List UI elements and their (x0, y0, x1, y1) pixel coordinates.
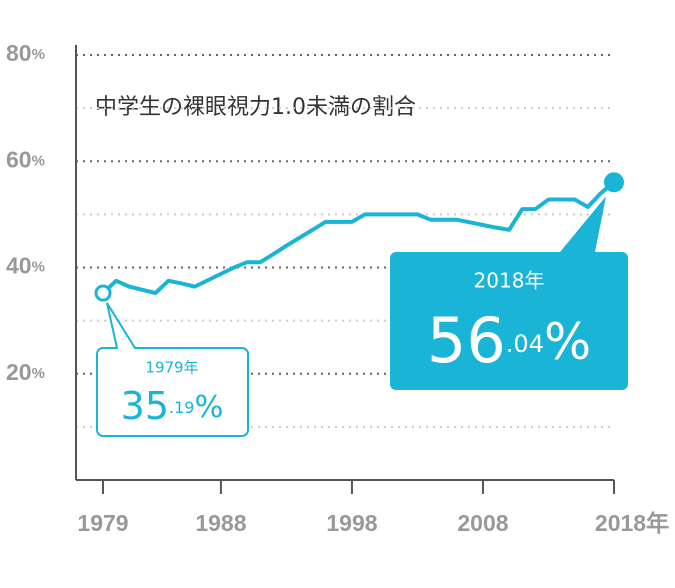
x-tick-label: 2008 (457, 510, 508, 536)
callout-box (96, 302, 249, 437)
callout-value: 56.04% (427, 304, 591, 377)
x-tick-label: 1979 (77, 510, 128, 536)
end-marker (604, 172, 624, 193)
callout-box (390, 196, 628, 390)
y-tick-label: 40% (6, 253, 45, 279)
y-tick-label: 20% (6, 359, 45, 385)
callout-year: 2018年 (474, 269, 545, 293)
x-tick-label: 2018年 (595, 510, 669, 536)
callout-year: 1979年 (145, 359, 198, 377)
y-tick-label: 60% (6, 146, 45, 172)
x-tick-label: 1988 (195, 510, 246, 536)
chart-title: 中学生の裸眼視力1.0未満の割合 (95, 95, 416, 120)
y-tick-label: 80% (6, 40, 45, 66)
callout-value: 35.19% (121, 384, 224, 428)
x-tick-label: 1998 (326, 510, 377, 536)
data-line (101, 180, 616, 295)
start-marker (94, 284, 112, 302)
